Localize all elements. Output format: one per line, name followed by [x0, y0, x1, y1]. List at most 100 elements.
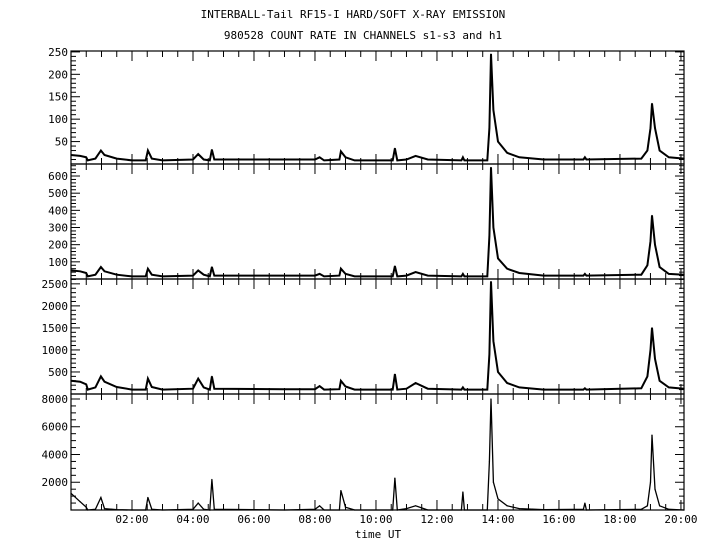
data-point	[283, 158, 286, 161]
data-point	[585, 388, 588, 391]
data-point	[463, 159, 466, 162]
data-point	[314, 388, 316, 390]
data-point	[79, 501, 81, 503]
data-point	[147, 268, 149, 270]
data-point	[192, 274, 194, 277]
data-point	[490, 398, 492, 400]
data-point	[100, 266, 102, 268]
data-point	[394, 477, 396, 479]
data-point	[209, 388, 211, 391]
data-point	[100, 375, 102, 377]
data-point	[463, 275, 466, 278]
data-point	[651, 214, 653, 217]
y-tick-label: 300	[48, 222, 68, 235]
data-point	[649, 481, 652, 483]
data-point	[668, 156, 670, 158]
data-point	[518, 272, 520, 274]
data-point	[462, 273, 464, 275]
data-point	[582, 508, 584, 510]
data-point	[338, 388, 340, 390]
data-point	[103, 270, 106, 272]
data-point	[283, 274, 286, 277]
data-point	[145, 509, 147, 511]
data-point	[651, 327, 653, 329]
data-point	[654, 488, 656, 490]
data-point	[147, 377, 149, 380]
data-point	[490, 281, 492, 283]
y-tick-label: 200	[48, 239, 68, 252]
y-tick-label: 6000	[42, 421, 69, 434]
data-point	[283, 388, 286, 390]
y-tick-label: 250	[48, 46, 68, 59]
data-point	[79, 270, 81, 272]
data-point	[354, 509, 356, 511]
x-tick-label: 14:00	[481, 513, 514, 526]
data-point	[151, 158, 153, 160]
data-point	[87, 509, 89, 511]
series-line-s2	[70, 167, 685, 278]
data-point	[488, 127, 491, 129]
data-point	[131, 388, 133, 391]
data-point	[683, 274, 685, 276]
data-point	[394, 147, 396, 149]
data-point	[640, 387, 642, 389]
data-point	[318, 156, 321, 158]
data-point	[87, 159, 89, 162]
data-point	[506, 152, 508, 154]
x-tick-label: 18:00	[603, 513, 636, 526]
data-point	[79, 155, 81, 157]
data-point	[338, 158, 340, 161]
y-tick-label: 100	[48, 113, 68, 126]
data-point	[323, 388, 325, 391]
data-point	[145, 275, 147, 278]
data-point	[497, 257, 499, 260]
data-point	[582, 158, 584, 161]
data-point	[94, 508, 96, 510]
data-point	[197, 269, 199, 272]
data-point	[486, 275, 488, 278]
panel-s2: 100 200 300 400 500 600	[48, 163, 685, 280]
data-point	[488, 353, 491, 355]
data-point	[209, 159, 211, 162]
data-point	[209, 275, 211, 278]
data-point	[462, 491, 464, 493]
data-point	[340, 380, 342, 382]
data-point	[486, 159, 488, 162]
panel-frame	[70, 163, 685, 280]
data-point	[584, 502, 586, 504]
data-point	[354, 388, 356, 391]
data-point	[683, 509, 685, 511]
data-point	[87, 275, 89, 278]
data-point	[70, 492, 72, 494]
data-point	[147, 149, 149, 152]
data-point	[161, 509, 164, 511]
data-point	[462, 386, 464, 388]
data-point	[392, 275, 394, 278]
panel-frame	[70, 278, 685, 395]
data-point	[94, 274, 96, 276]
data-point	[392, 388, 394, 391]
data-point	[427, 509, 429, 511]
data-point	[161, 159, 164, 162]
data-point	[668, 273, 670, 275]
x-tick-label: 02:00	[115, 513, 148, 526]
series-line-s3	[70, 281, 685, 391]
panel-s1: 50 100 150 200 250	[48, 46, 685, 165]
data-point	[344, 506, 347, 508]
y-tick-label: 200	[48, 68, 68, 81]
data-point	[396, 159, 398, 162]
data-point	[318, 385, 321, 387]
data-point	[506, 382, 508, 384]
data-point	[463, 509, 466, 511]
data-point	[103, 508, 106, 510]
data-point	[462, 156, 464, 158]
data-point	[344, 156, 347, 158]
data-point	[100, 149, 102, 152]
data-point	[85, 383, 87, 385]
data-point	[518, 386, 520, 388]
data-point	[192, 508, 194, 510]
data-point	[213, 158, 215, 161]
chart-title: INTERBALL-Tail RF15-I HARD/SOFT X-RAY EM…	[201, 8, 506, 21]
data-point	[340, 268, 342, 270]
